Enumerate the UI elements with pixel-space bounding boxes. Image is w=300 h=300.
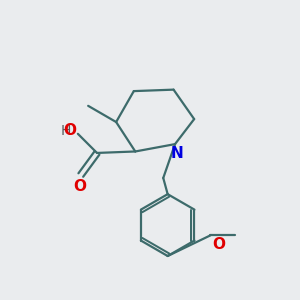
- Text: H: H: [61, 124, 71, 138]
- Text: N: N: [170, 146, 183, 160]
- Text: O: O: [73, 178, 86, 194]
- Text: O: O: [63, 123, 76, 138]
- Text: O: O: [212, 237, 225, 252]
